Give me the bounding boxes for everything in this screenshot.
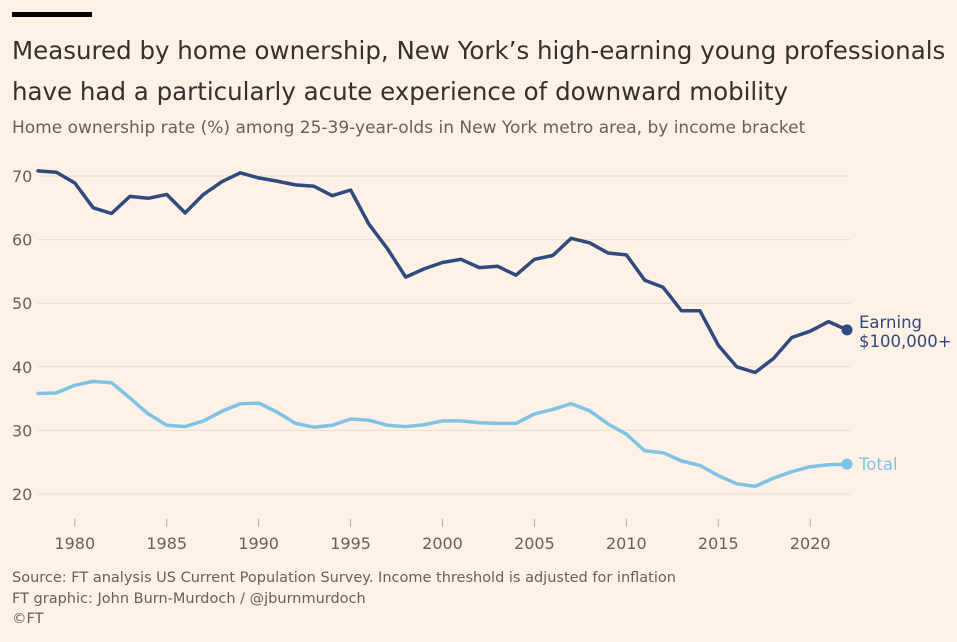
chart-footer: Source: FT analysis US Current Populatio… bbox=[12, 568, 676, 630]
gridlines bbox=[38, 175, 850, 495]
graphic-credit: FT graphic: John Burn-Murdoch / @jburnmu… bbox=[12, 590, 366, 607]
y-tick-label: 40 bbox=[12, 358, 32, 377]
x-axis-ticks: 1980 1985 1990 1995 2000 2005 2010 2015 2020 bbox=[54, 519, 831, 553]
x-tick-label: 2000 bbox=[422, 534, 463, 553]
series-line-total bbox=[36, 379, 849, 489]
x-tick-label: 2020 bbox=[790, 534, 831, 553]
x-tick-label: 1995 bbox=[330, 534, 371, 553]
ft-brand-bar bbox=[12, 12, 92, 17]
y-tick-label: 20 bbox=[12, 485, 32, 504]
copyright: ©FT bbox=[12, 611, 44, 627]
series-end-marker bbox=[841, 458, 853, 470]
x-tick-label: 2010 bbox=[606, 534, 647, 553]
series-label: $100,000+ bbox=[859, 332, 952, 351]
y-tick-label: 50 bbox=[12, 294, 32, 313]
source-note: Source: FT analysis US Current Populatio… bbox=[12, 570, 676, 586]
x-tick-label: 2015 bbox=[698, 534, 739, 553]
x-tick-label: 1985 bbox=[146, 534, 187, 553]
x-tick-label: 1980 bbox=[54, 534, 95, 553]
y-axis-ticks: 20 30 40 50 60 70 bbox=[12, 167, 32, 504]
y-tick-label: 70 bbox=[12, 167, 32, 186]
series-lines bbox=[36, 169, 853, 489]
series-label: Total bbox=[858, 455, 898, 474]
series-labels: Earning$100,000+ Total bbox=[858, 313, 952, 474]
series-label: Earning bbox=[859, 313, 922, 332]
title-line-2: have had a particularly acute experience… bbox=[12, 77, 789, 106]
series-end-marker bbox=[841, 324, 853, 336]
line-chart: 20 30 40 50 60 70 1980 1985 1990 1995 2000 2005 201… bbox=[12, 167, 952, 553]
x-tick-label: 1990 bbox=[238, 534, 279, 553]
y-tick-label: 30 bbox=[12, 421, 32, 440]
chart-subtitle: Home ownership rate (%) among 25-39-year… bbox=[12, 118, 806, 138]
x-tick-label: 2005 bbox=[514, 534, 555, 553]
title-line-1: Measured by home ownership, New York’s h… bbox=[12, 36, 946, 65]
y-tick-label: 60 bbox=[12, 231, 32, 250]
chart-title: Measured by home ownership, New York’s h… bbox=[12, 30, 952, 112]
series-line-high-earning bbox=[36, 169, 849, 375]
